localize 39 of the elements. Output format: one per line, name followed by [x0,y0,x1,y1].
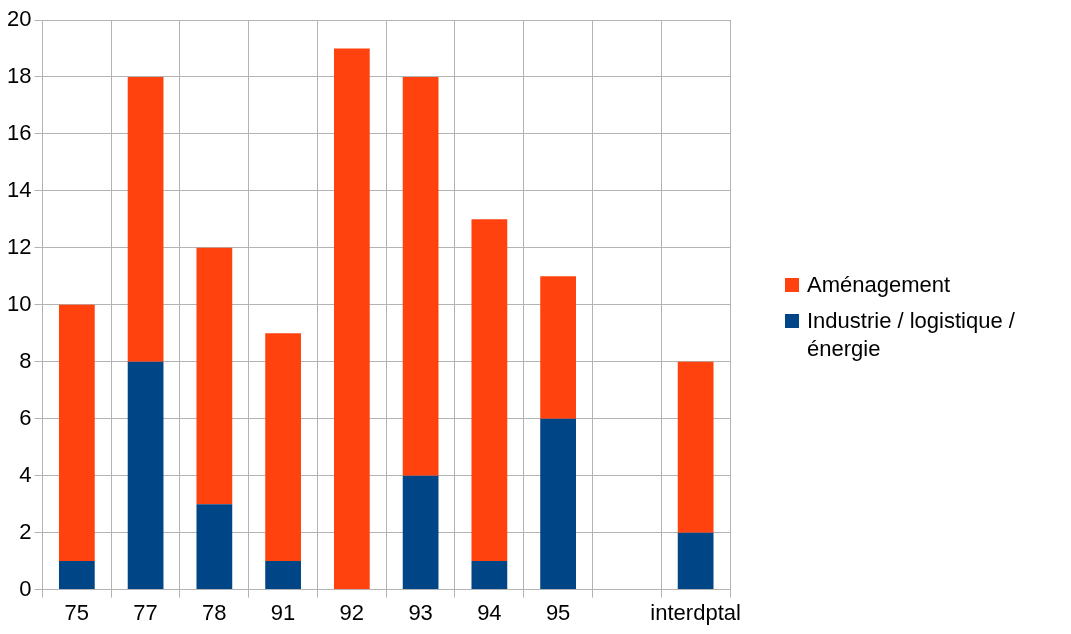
x-tick-label: 93 [408,599,433,625]
y-tick-label: 10 [6,290,32,316]
bar [677,361,714,533]
x-tick-label: 91 [270,599,296,625]
y-tick-label: 2 [19,518,32,544]
bar [196,504,233,590]
bar [196,247,233,505]
bar [265,561,301,590]
y-tick-label: 4 [19,461,32,487]
bar [127,76,164,362]
x-tick-label: 94 [477,599,502,625]
x-tick-label: 92 [339,599,365,625]
x-tick-label: 75 [64,599,90,625]
y-tick-label: 12 [6,233,32,259]
y-tick-label: 0 [19,575,32,601]
bar [540,418,576,590]
bar [333,48,370,590]
x-tick-label: 77 [133,599,158,625]
y-tick-label: 8 [19,347,32,373]
bar [471,219,508,562]
legend-label: Industrie / logistique / énergie [807,307,1016,363]
y-tick-label: 18 [6,63,32,89]
y-tick-label: 14 [6,176,32,202]
x-tick-label: 95 [545,599,571,625]
bar [58,304,95,562]
bar [58,561,95,590]
x-tick-label: interdptal [650,599,741,625]
y-tick-label: 20 [6,6,32,32]
bar [677,532,714,590]
bar [265,333,301,562]
bar [402,76,439,476]
bar [471,561,508,590]
legend-label: Aménagement [807,271,951,299]
x-tick-label: 78 [202,599,227,625]
y-tick-label: 6 [19,404,32,430]
bar [127,361,164,590]
bar [540,276,576,419]
y-tick-label: 16 [6,119,32,145]
bar [402,475,439,590]
